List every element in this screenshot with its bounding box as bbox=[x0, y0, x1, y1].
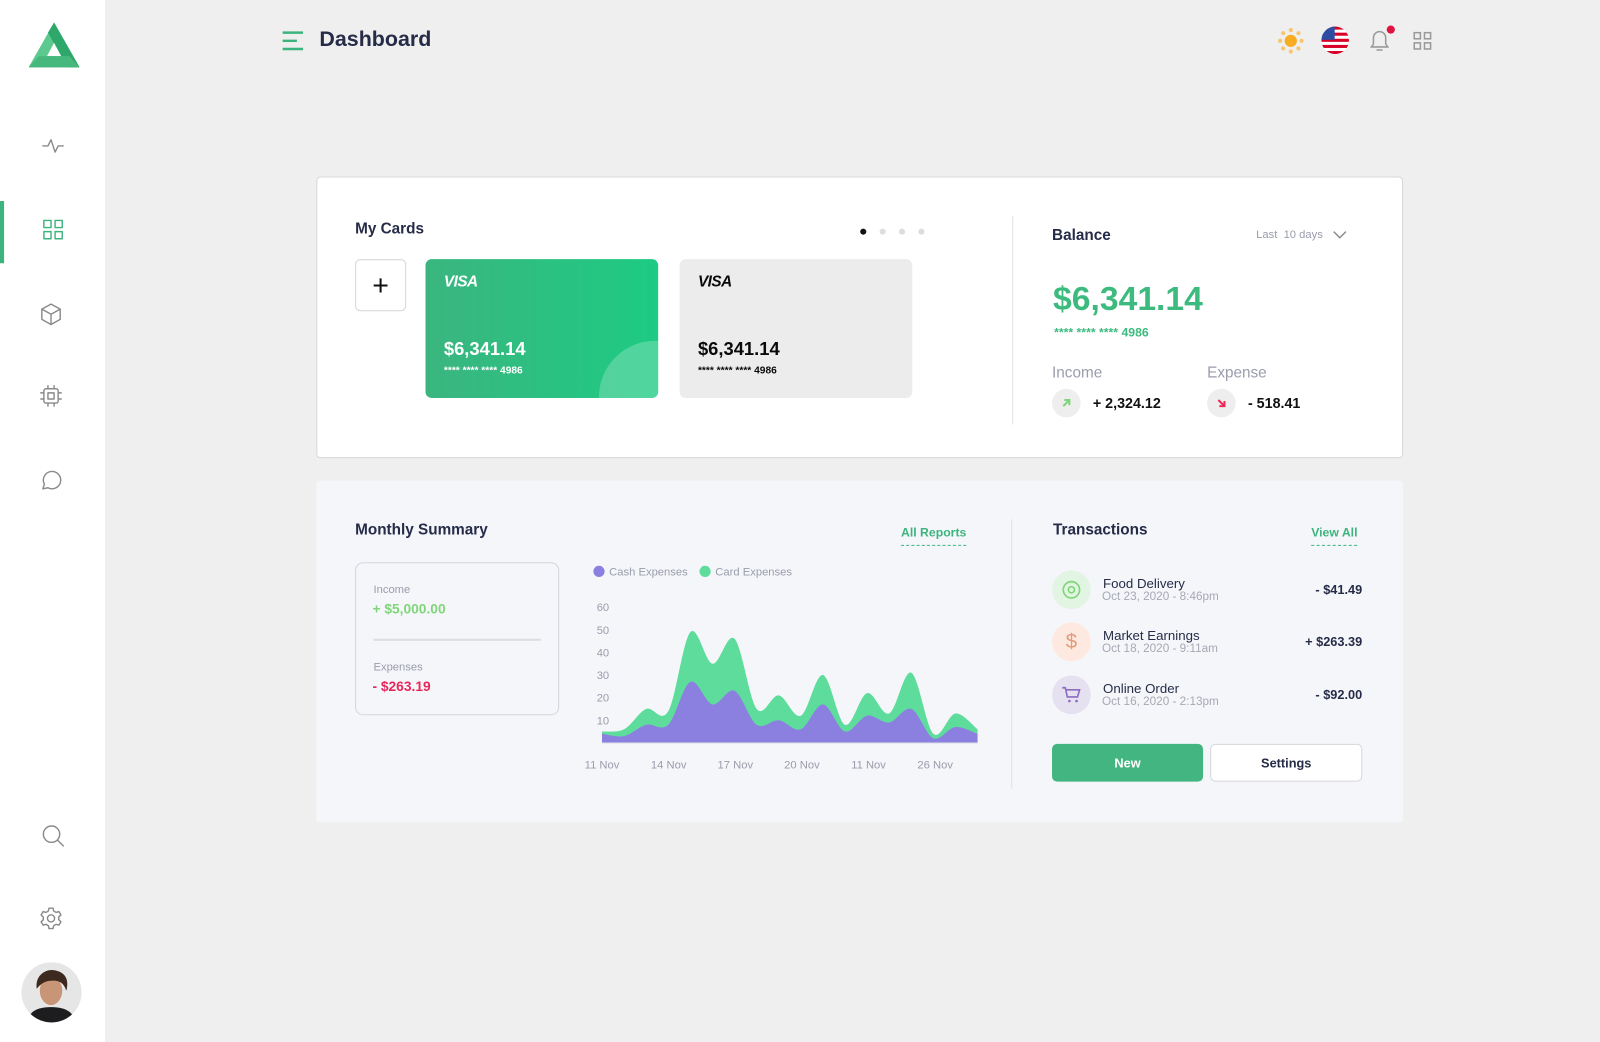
income-arrow-icon bbox=[1052, 388, 1081, 418]
card-number: **** **** **** 4986 bbox=[443, 365, 523, 377]
x-tick-label: 17 Nov bbox=[718, 759, 754, 771]
transaction-row[interactable]: Food Delivery Oct 23, 2020 - 8:46pm - $4… bbox=[1052, 570, 1362, 611]
transaction-amount: - $41.49 bbox=[1315, 582, 1363, 597]
transaction-date: Oct 16, 2020 - 2:13pm bbox=[1102, 695, 1219, 709]
card-visa-green[interactable]: VISA $6,341.14 **** **** **** 4986 bbox=[425, 259, 659, 398]
chevron-down-icon bbox=[1333, 230, 1347, 239]
summary-panel: Monthly Summary All Reports Income + $5,… bbox=[316, 480, 1404, 823]
expense-value: - 518.41 bbox=[1247, 394, 1301, 412]
chip-icon[interactable] bbox=[35, 380, 68, 413]
activity-icon[interactable] bbox=[37, 130, 70, 163]
hamburger-icon[interactable] bbox=[282, 31, 304, 51]
legend-swatch bbox=[699, 565, 711, 578]
monthly-summary-title: Monthly Summary bbox=[355, 521, 488, 539]
balance-title: Balance bbox=[1052, 226, 1111, 244]
expense-arrow-icon bbox=[1207, 388, 1236, 418]
x-tick-label: 20 Nov bbox=[784, 759, 820, 771]
notification-dot bbox=[1386, 25, 1395, 34]
settings-icon[interactable] bbox=[35, 902, 68, 935]
y-tick-label: 50 bbox=[597, 625, 609, 637]
summary-income-label: Income bbox=[373, 583, 411, 596]
sidebar bbox=[0, 0, 106, 1042]
divider bbox=[373, 638, 541, 641]
summary-income-value: + $5,000.00 bbox=[372, 601, 446, 617]
legend-item[interactable]: Card Expenses bbox=[699, 565, 792, 579]
divider bbox=[1011, 519, 1013, 789]
y-tick-label: 60 bbox=[597, 602, 609, 614]
pager-dot-active[interactable] bbox=[860, 228, 867, 235]
chat-icon[interactable] bbox=[35, 463, 68, 496]
settings-button[interactable]: Settings bbox=[1210, 743, 1363, 782]
area-cash-expenses bbox=[602, 681, 978, 743]
menu-button[interactable] bbox=[282, 31, 304, 57]
income-value: + 2,324.12 bbox=[1092, 394, 1161, 412]
card-pager[interactable] bbox=[860, 228, 925, 235]
y-tick-label: 10 bbox=[597, 715, 609, 727]
card-visa-grey[interactable]: VISA $6,341.14 **** **** **** 4986 bbox=[679, 259, 913, 398]
new-button[interactable]: New bbox=[1052, 743, 1204, 782]
transactions-list: Food Delivery Oct 23, 2020 - 8:46pm - $4… bbox=[1052, 570, 1362, 733]
pager-dot[interactable] bbox=[918, 228, 925, 235]
dashboard-icon[interactable] bbox=[37, 213, 70, 246]
expense-label: Expense bbox=[1207, 364, 1267, 382]
transaction-title: Food Delivery bbox=[1103, 575, 1185, 591]
target-icon bbox=[1052, 570, 1091, 610]
legend-swatch bbox=[593, 565, 605, 578]
legend-label: Cash Expenses bbox=[609, 567, 688, 579]
apps-grid-icon[interactable] bbox=[1413, 31, 1432, 50]
search-icon[interactable] bbox=[37, 819, 70, 852]
summary-expenses-value: - $263.19 bbox=[372, 678, 431, 694]
transactions-title: Transactions bbox=[1053, 521, 1148, 539]
page-title: Dashboard bbox=[319, 27, 432, 52]
cart-icon bbox=[1052, 675, 1091, 715]
transaction-row[interactable]: $ Market Earnings Oct 18, 2020 - 9:11am … bbox=[1052, 622, 1362, 663]
dollar-icon: $ bbox=[1052, 622, 1091, 662]
y-tick-label: 20 bbox=[597, 693, 609, 705]
transaction-amount: - $92.00 bbox=[1315, 687, 1363, 703]
theme-sun-icon[interactable] bbox=[1278, 28, 1305, 55]
summary-expenses-label: Expenses bbox=[373, 661, 423, 674]
x-tick-label: 11 Nov bbox=[851, 759, 886, 771]
transaction-row[interactable]: Online Order Oct 16, 2020 - 2:13pm - $92… bbox=[1052, 675, 1363, 717]
notification-bell-icon[interactable] bbox=[1366, 24, 1397, 55]
card-brand: VISA bbox=[443, 273, 478, 291]
period-label: Last 10 days bbox=[1256, 228, 1323, 241]
divider bbox=[1012, 216, 1014, 425]
transaction-amount: + $263.39 bbox=[1305, 634, 1363, 649]
x-tick-label: 26 Nov bbox=[917, 759, 953, 771]
transaction-date: Oct 23, 2020 - 8:46pm bbox=[1102, 590, 1219, 604]
y-tick-label: 40 bbox=[597, 647, 609, 659]
logo-icon[interactable] bbox=[28, 22, 80, 68]
cards-balance-panel: My Cards + VISA $6,341.14 **** **** ****… bbox=[316, 176, 1404, 459]
income-label: Income bbox=[1052, 364, 1103, 382]
my-cards-title: My Cards bbox=[355, 220, 425, 238]
x-tick-label: 14 Nov bbox=[651, 759, 687, 771]
transaction-title: Online Order bbox=[1103, 680, 1179, 696]
expenses-area-chart: Cash Expenses Card Expenses 10 20 30 40 50 60 11… bbox=[585, 565, 978, 771]
view-all-link[interactable]: View All bbox=[1311, 526, 1358, 546]
summary-box: Income + $5,000.00 Expenses - $263.19 bbox=[355, 562, 560, 716]
balance-amount: $6,341.14 bbox=[1053, 279, 1203, 318]
transaction-title: Market Earnings bbox=[1103, 627, 1200, 643]
pager-dot[interactable] bbox=[898, 228, 906, 235]
card-decoration bbox=[598, 340, 659, 398]
box-icon[interactable] bbox=[35, 298, 68, 331]
legend-label: Card Expenses bbox=[715, 567, 792, 579]
card-brand: VISA bbox=[697, 273, 732, 291]
card-amount: $6,341.14 bbox=[443, 338, 526, 360]
all-reports-link[interactable]: All Reports bbox=[901, 526, 967, 546]
x-tick-label: 11 Nov bbox=[585, 759, 620, 771]
add-card-button[interactable]: + bbox=[355, 259, 407, 312]
active-indicator bbox=[0, 201, 5, 264]
pager-dot[interactable] bbox=[879, 228, 886, 235]
us-flag-icon[interactable] bbox=[1321, 26, 1349, 55]
avatar[interactable] bbox=[21, 962, 82, 1023]
y-tick-label: 30 bbox=[597, 670, 609, 682]
card-amount: $6,341.14 bbox=[697, 338, 780, 360]
legend-item[interactable]: Cash Expenses bbox=[593, 565, 688, 579]
card-number: **** **** **** 4986 bbox=[697, 365, 777, 377]
balance-card-number: **** **** **** 4986 bbox=[1054, 325, 1149, 340]
transaction-date: Oct 18, 2020 - 9:11am bbox=[1102, 642, 1218, 656]
period-dropdown[interactable]: Last 10 days bbox=[1256, 229, 1347, 241]
